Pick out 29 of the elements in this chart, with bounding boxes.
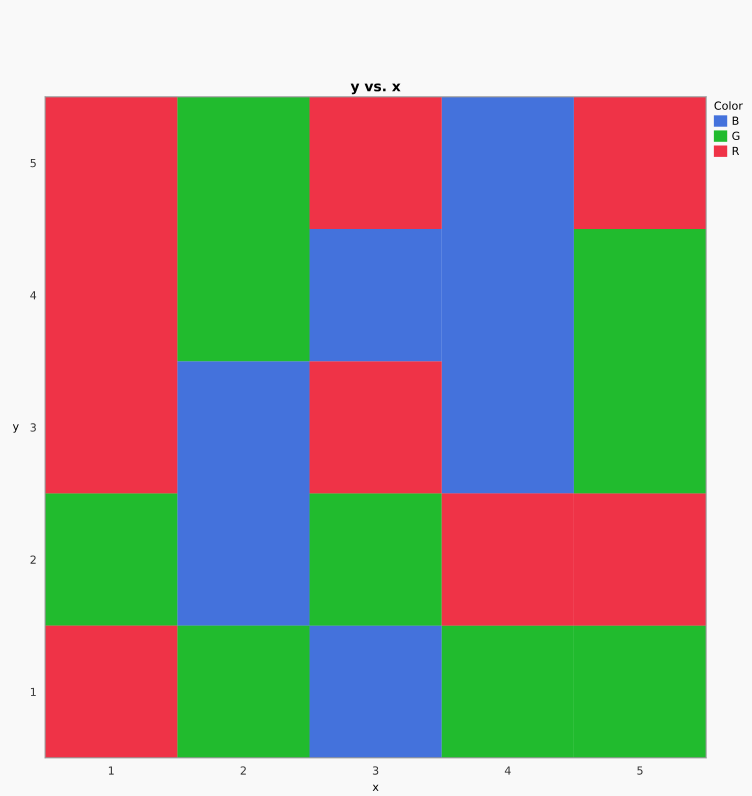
bar <box>45 96 178 494</box>
legend-label: G <box>732 132 740 140</box>
legend-title: Color <box>714 101 743 110</box>
y-tick-label: 5 <box>30 159 36 168</box>
y-axis-title: y <box>12 424 19 433</box>
bar <box>310 493 442 626</box>
chart-title: y vs. x <box>350 83 401 94</box>
x-tick-label: 3 <box>372 766 378 775</box>
bar <box>310 96 442 229</box>
x-axis-title: x <box>372 784 379 791</box>
x-tick-label: 5 <box>637 766 643 775</box>
bar <box>45 493 178 626</box>
bar <box>310 361 442 494</box>
bar <box>574 96 706 229</box>
legend-label: R <box>732 146 740 155</box>
bar <box>177 626 310 758</box>
x-tick-label: 2 <box>240 766 246 775</box>
y-tick-label: 2 <box>30 555 36 564</box>
y-tick-label: 1 <box>30 688 36 696</box>
bar <box>177 96 310 362</box>
bar <box>177 361 310 626</box>
legend-label: B <box>732 116 738 125</box>
bar <box>310 626 442 758</box>
y-tick-label: 4 <box>30 291 36 300</box>
bar <box>574 228 706 494</box>
x-tick-label: 1 <box>108 766 114 775</box>
x-tick-label: 4 <box>504 766 511 775</box>
bar <box>45 626 178 758</box>
y-tick-label: 3 <box>30 423 36 432</box>
